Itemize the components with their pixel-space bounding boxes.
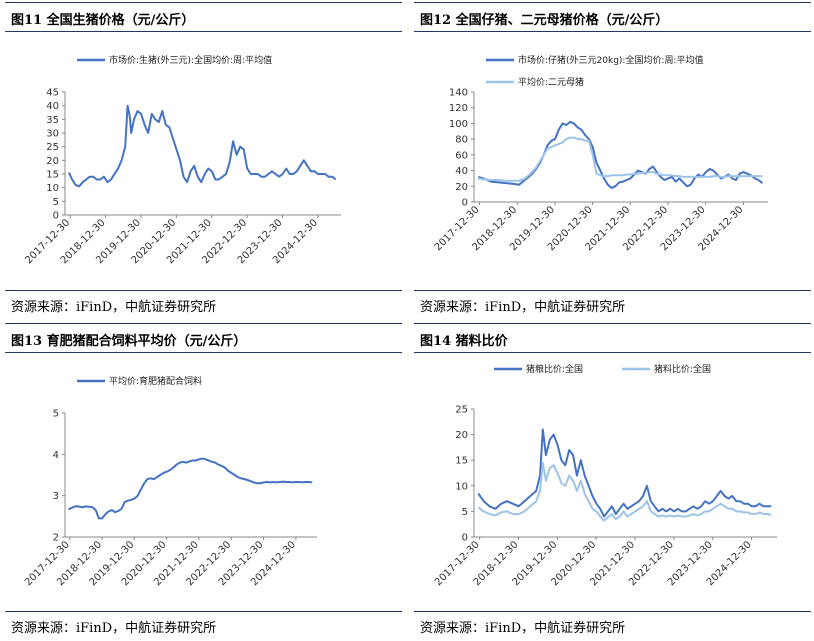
y-tick-label: 0: [462, 198, 468, 209]
series-line-1: [68, 457, 313, 520]
y-tick-label: 5: [53, 197, 59, 208]
y-tick-label: 40: [455, 166, 468, 177]
source-note: 资源来源：iFinD，中航证券研究所: [11, 300, 217, 315]
y-tick-label: 45: [46, 88, 59, 99]
y-tick-label: 25: [46, 142, 59, 153]
legend-label: 平均价:育肥猪配合饲料: [109, 375, 202, 387]
series-line-2: [477, 136, 763, 182]
panel-title: 图12 全国仔猪、二元母猪价格（元/公斤）: [420, 13, 669, 28]
y-tick-label: 0: [53, 211, 59, 222]
legend-label: 猪粮比价:全国: [526, 363, 583, 375]
chart-1: 0510152025303540452017-12-302018-12-3020…: [23, 54, 341, 266]
source-note: 资源来源：iFinD，中航证券研究所: [420, 621, 626, 636]
panel-title: 图14 猪料比价: [420, 334, 508, 349]
legend-label: 市场价:仔猪(外三元20kg):全国均价:周:平均值: [518, 54, 704, 66]
legend-item-2: 平均价:二元母猪: [486, 76, 584, 88]
panel-title: 图11 全国生猪价格（元/公斤）: [11, 13, 195, 28]
y-tick-label: 10: [46, 183, 59, 194]
legend-label: 平均价:二元母猪: [518, 76, 584, 88]
legend-item-1: 平均价:育肥猪配合饲料: [77, 375, 202, 387]
chart-panel-4: 图14 猪料比价 0 5 10 15 20 25 2017-12-30 2018-12-30 2…: [414, 323, 811, 641]
source-bar: 资源来源：iFinD，中航证券研究所: [5, 290, 402, 318]
y-tick-label: 4: [53, 450, 59, 461]
source-bar: 资源来源：iFinD，中航证券研究所: [414, 611, 811, 639]
panel-title-bar: 图14 猪料比价: [414, 323, 811, 353]
chart-4: 05101520252017-12-302018-12-302019-12-30…: [433, 363, 777, 588]
series-line-1: [477, 120, 763, 189]
source-note: 资源来源：iFinD，中航证券研究所: [420, 300, 626, 315]
y-tick-label: 3: [53, 491, 59, 502]
source-bar: 资源来源：iFinD，中航证券研究所: [414, 290, 811, 318]
legend-label: 猪料比价:全国: [654, 363, 711, 375]
y-tick-label: 15: [46, 170, 59, 181]
y-tick-label: 15: [455, 456, 468, 467]
legend-item-1: 猪粮比价:全国: [494, 363, 583, 375]
series-line-1: [477, 428, 772, 518]
y-tick-label: 30: [46, 129, 59, 140]
panel-title: 图13 育肥猪配合饲料平均价（元/公斤）: [11, 334, 247, 349]
legend-item-2: 猪料比价:全国: [622, 363, 711, 375]
y-tick-label: 25: [455, 405, 468, 416]
legend-item-1: 市场价:生猪(外三元):全国均价:周:平均值: [77, 54, 272, 66]
y-tick-label: 10: [455, 481, 468, 492]
y-tick-label: 5: [53, 409, 59, 420]
y-tick-label: 5: [462, 507, 468, 518]
legend-item-1: 市场价:仔猪(外三元20kg):全国均价:周:平均值: [486, 54, 704, 66]
y-tick-label: 35: [46, 115, 59, 126]
y-tick-label: 20: [455, 182, 468, 193]
y-tick-label: 2: [53, 533, 59, 544]
y-tick-label: 60: [455, 150, 468, 161]
legend-label: 市场价:生猪(外三元):全国均价:周:平均值: [109, 54, 272, 66]
chart-2: 0204060801001201402017-12-302018-12-3020…: [433, 54, 768, 253]
source-note: 资源来源：iFinD，中航证券研究所: [11, 621, 217, 636]
panel-title-bar: 图11 全国生猪价格（元/公斤）: [5, 2, 402, 32]
y-tick-label: 0: [462, 533, 468, 544]
y-tick-label: 40: [46, 101, 59, 112]
y-tick-label: 140: [449, 88, 468, 99]
chart-3: 23452017-12-302018-12-302019-12-302020-1…: [23, 375, 317, 588]
series-line-2: [477, 461, 772, 522]
y-tick-label: 20: [455, 430, 468, 441]
y-tick-label: 80: [455, 135, 468, 146]
chart-panel-3: 图13 育肥猪配合饲料平均价（元/公斤） 2 3 4 5 2017-12-30 2018-…: [5, 323, 402, 641]
chart-panel-2: 图12 全国仔猪、二元母猪价格（元/公斤） 0 20 40 60 80 100 120 140…: [414, 2, 811, 320]
chart-panel-1: 图11 全国生猪价格（元/公斤） 0 5 10 15 20 25 30 35 40 45 2017-…: [5, 2, 402, 320]
source-bar: 资源来源：iFinD，中航证券研究所: [5, 611, 402, 639]
y-tick-label: 20: [46, 156, 59, 167]
series-line-1: [67, 104, 337, 188]
y-tick-label: 100: [449, 119, 468, 130]
y-tick-label: 120: [449, 103, 468, 114]
panel-title-bar: 图13 育肥猪配合饲料平均价（元/公斤）: [5, 323, 402, 353]
panel-title-bar: 图12 全国仔猪、二元母猪价格（元/公斤）: [414, 2, 811, 32]
